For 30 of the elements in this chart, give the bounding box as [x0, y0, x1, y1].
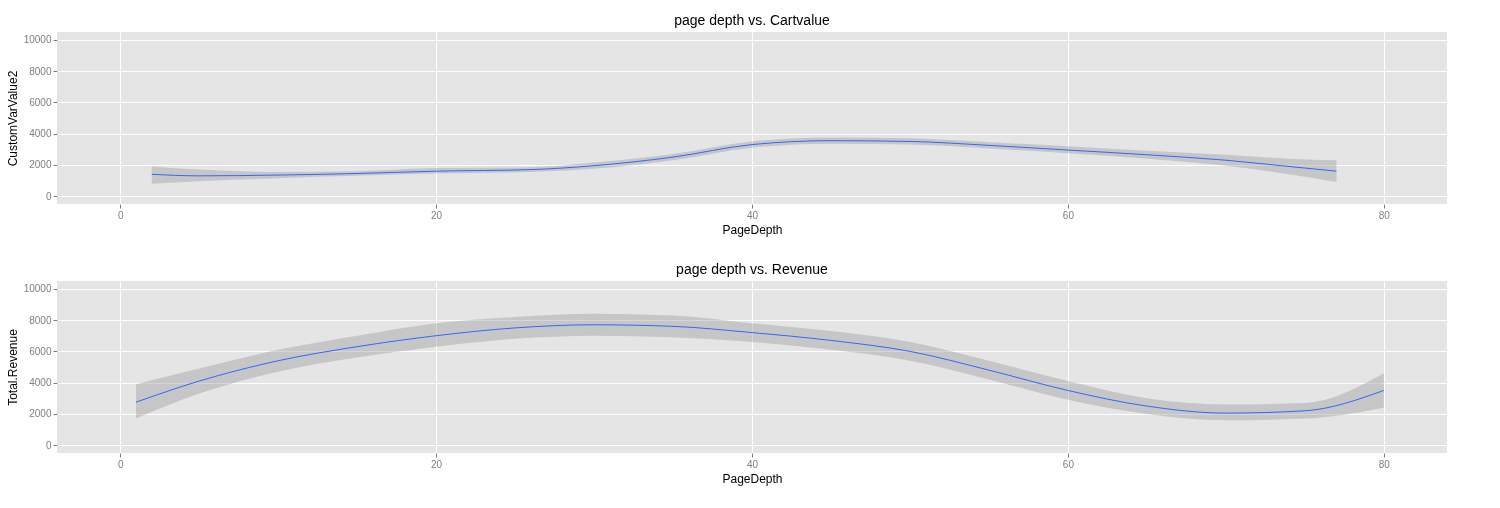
x-axis-title: PageDepth — [722, 471, 783, 486]
x-axis-title: PageDepth — [722, 222, 783, 237]
chart-title: page depth vs. Revenue — [676, 261, 829, 277]
y-tick-label: 2000 — [29, 159, 52, 171]
y-tick-label: 4000 — [29, 377, 52, 389]
y-tick-label: 0 — [45, 439, 52, 451]
x-tick-label: 20 — [431, 209, 443, 221]
x-tick-label: 40 — [746, 458, 759, 470]
y-tick-label: 8000 — [29, 314, 52, 326]
x-tick-label: 80 — [1378, 209, 1391, 221]
x-tick-label: 40 — [746, 209, 759, 221]
y-tick-label: 10000 — [23, 283, 52, 295]
x-tick-label: 60 — [1062, 209, 1075, 221]
line-series — [135, 324, 1385, 414]
x-tick-label: 20 — [431, 458, 443, 470]
y-tick-label: 4000 — [29, 128, 52, 140]
line-series — [151, 140, 1337, 177]
chart-title: page depth vs. Cartvalue — [674, 12, 831, 28]
y-tick-label: 6000 — [29, 345, 52, 357]
y-tick-label: 10000 — [23, 34, 52, 46]
x-tick-label: 0 — [117, 458, 124, 470]
x-tick-label: 60 — [1062, 458, 1075, 470]
y-axis-title: CustomVarValue2 — [5, 70, 20, 167]
x-tick-label: 80 — [1378, 458, 1391, 470]
x-tick-label: 0 — [117, 209, 124, 221]
y-tick-label: 8000 — [29, 65, 52, 77]
y-axis-title: Total.Revenue — [5, 328, 20, 406]
y-tick-label: 0 — [45, 190, 52, 202]
y-tick-label: 2000 — [29, 408, 52, 420]
y-tick-label: 6000 — [29, 96, 52, 108]
